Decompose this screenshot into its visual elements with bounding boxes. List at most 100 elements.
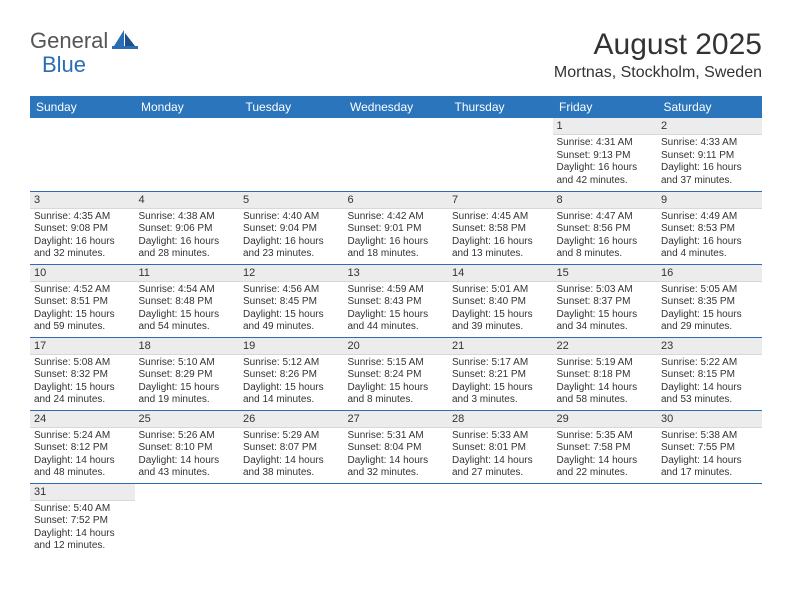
day-info-line: Sunset: 9:06 PM [139,223,236,236]
day-info: Sunrise: 4:47 AMSunset: 8:56 PMDaylight:… [553,209,658,263]
day-info-line: Sunset: 8:04 PM [348,442,445,455]
day-info-line: Sunset: 8:40 PM [452,296,549,309]
day-number: 14 [448,265,553,282]
calendar-cell: 4Sunrise: 4:38 AMSunset: 9:06 PMDaylight… [135,191,240,264]
day-info-line: and 48 minutes. [34,467,131,480]
day-info-line: Sunrise: 4:38 AM [139,211,236,224]
day-info-line: Sunset: 7:58 PM [557,442,654,455]
day-info-line: and 42 minutes. [557,175,654,188]
day-info-line: Sunrise: 4:49 AM [661,211,758,224]
calendar-cell: 23Sunrise: 5:22 AMSunset: 8:15 PMDayligh… [657,337,762,410]
day-info-line: Daylight: 14 hours [661,455,758,468]
title-block: August 2025 Mortnas, Stockholm, Sweden [554,28,762,82]
calendar-cell: 20Sunrise: 5:15 AMSunset: 8:24 PMDayligh… [344,337,449,410]
day-info-line: Sunset: 7:52 PM [34,515,131,528]
day-info-line: Sunset: 8:15 PM [661,369,758,382]
day-info-line: and 23 minutes. [243,248,340,261]
calendar-cell: 19Sunrise: 5:12 AMSunset: 8:26 PMDayligh… [239,337,344,410]
day-info-line: Daylight: 14 hours [34,528,131,541]
day-info-line: Sunset: 8:26 PM [243,369,340,382]
day-header: Monday [135,96,240,118]
day-info-line: Sunrise: 5:05 AM [661,284,758,297]
day-info-line: Daylight: 16 hours [34,236,131,249]
day-info-line: and 27 minutes. [452,467,549,480]
day-info-line: Daylight: 15 hours [557,309,654,322]
day-header: Wednesday [344,96,449,118]
day-info: Sunrise: 5:12 AMSunset: 8:26 PMDaylight:… [239,355,344,409]
calendar-cell: 13Sunrise: 4:59 AMSunset: 8:43 PMDayligh… [344,264,449,337]
calendar-cell: 21Sunrise: 5:17 AMSunset: 8:21 PMDayligh… [448,337,553,410]
day-number: 3 [30,192,135,209]
calendar-row: 10Sunrise: 4:52 AMSunset: 8:51 PMDayligh… [30,264,762,337]
day-info-line: Sunset: 7:55 PM [661,442,758,455]
day-info: Sunrise: 4:31 AMSunset: 9:13 PMDaylight:… [553,135,658,189]
day-info-line: Sunrise: 5:17 AM [452,357,549,370]
day-info-line: and 37 minutes. [661,175,758,188]
day-info: Sunrise: 4:35 AMSunset: 9:08 PMDaylight:… [30,209,135,263]
day-info-line: and 59 minutes. [34,321,131,334]
calendar-cell: 2Sunrise: 4:33 AMSunset: 9:11 PMDaylight… [657,118,762,191]
day-number: 12 [239,265,344,282]
day-info: Sunrise: 5:05 AMSunset: 8:35 PMDaylight:… [657,282,762,336]
day-info-line: and 32 minutes. [348,467,445,480]
day-info-line: Daylight: 14 hours [348,455,445,468]
day-info-line: Sunrise: 5:40 AM [34,503,131,516]
day-info-line: Sunrise: 5:10 AM [139,357,236,370]
day-info-line: Sunrise: 5:15 AM [348,357,445,370]
calendar-cell [135,483,240,556]
day-info: Sunrise: 5:08 AMSunset: 8:32 PMDaylight:… [30,355,135,409]
day-number: 19 [239,338,344,355]
day-info-line: and 29 minutes. [661,321,758,334]
day-info-line: and 58 minutes. [557,394,654,407]
day-info-line: Daylight: 15 hours [452,382,549,395]
day-number: 29 [553,411,658,428]
day-info-line: Sunrise: 5:38 AM [661,430,758,443]
day-info-line: and 14 minutes. [243,394,340,407]
day-info-line: and 53 minutes. [661,394,758,407]
logo-text-general: General [30,28,108,54]
day-info-line: Sunrise: 5:31 AM [348,430,445,443]
day-info-line: Daylight: 14 hours [557,382,654,395]
day-info-line: and 44 minutes. [348,321,445,334]
day-info-line: and 24 minutes. [34,394,131,407]
day-info-line: Sunset: 8:24 PM [348,369,445,382]
calendar-cell: 28Sunrise: 5:33 AMSunset: 8:01 PMDayligh… [448,410,553,483]
day-header-row: Sunday Monday Tuesday Wednesday Thursday… [30,96,762,118]
day-number: 7 [448,192,553,209]
calendar-cell: 9Sunrise: 4:49 AMSunset: 8:53 PMDaylight… [657,191,762,264]
day-header: Tuesday [239,96,344,118]
day-info-line: and 19 minutes. [139,394,236,407]
day-info-line: Sunrise: 5:22 AM [661,357,758,370]
day-info: Sunrise: 5:19 AMSunset: 8:18 PMDaylight:… [553,355,658,409]
day-number: 30 [657,411,762,428]
calendar-cell: 25Sunrise: 5:26 AMSunset: 8:10 PMDayligh… [135,410,240,483]
calendar-cell [30,118,135,191]
day-info: Sunrise: 5:29 AMSunset: 8:07 PMDaylight:… [239,428,344,482]
day-info: Sunrise: 5:38 AMSunset: 7:55 PMDaylight:… [657,428,762,482]
calendar-cell: 12Sunrise: 4:56 AMSunset: 8:45 PMDayligh… [239,264,344,337]
day-info-line: Sunrise: 5:29 AM [243,430,340,443]
day-info-line: Sunrise: 4:56 AM [243,284,340,297]
day-info-line: Daylight: 15 hours [661,309,758,322]
day-info-line: and 38 minutes. [243,467,340,480]
day-number: 9 [657,192,762,209]
day-info: Sunrise: 4:33 AMSunset: 9:11 PMDaylight:… [657,135,762,189]
day-info-line: Daylight: 15 hours [452,309,549,322]
day-info-line: Sunset: 8:53 PM [661,223,758,236]
day-info-line: and 8 minutes. [348,394,445,407]
day-info: Sunrise: 5:26 AMSunset: 8:10 PMDaylight:… [135,428,240,482]
location: Mortnas, Stockholm, Sweden [554,64,762,82]
day-info-line: Daylight: 14 hours [557,455,654,468]
day-info-line: Sunset: 8:43 PM [348,296,445,309]
day-info-line: Daylight: 15 hours [243,309,340,322]
day-info-line: Sunrise: 4:35 AM [34,211,131,224]
day-info-line: Sunset: 8:56 PM [557,223,654,236]
day-info-line: Sunset: 8:35 PM [661,296,758,309]
day-info-line: Sunrise: 4:47 AM [557,211,654,224]
calendar-row: 1Sunrise: 4:31 AMSunset: 9:13 PMDaylight… [30,118,762,191]
day-info-line: Daylight: 14 hours [243,455,340,468]
day-number: 10 [30,265,135,282]
day-number: 23 [657,338,762,355]
day-info-line: Sunrise: 4:31 AM [557,137,654,150]
day-number: 22 [553,338,658,355]
